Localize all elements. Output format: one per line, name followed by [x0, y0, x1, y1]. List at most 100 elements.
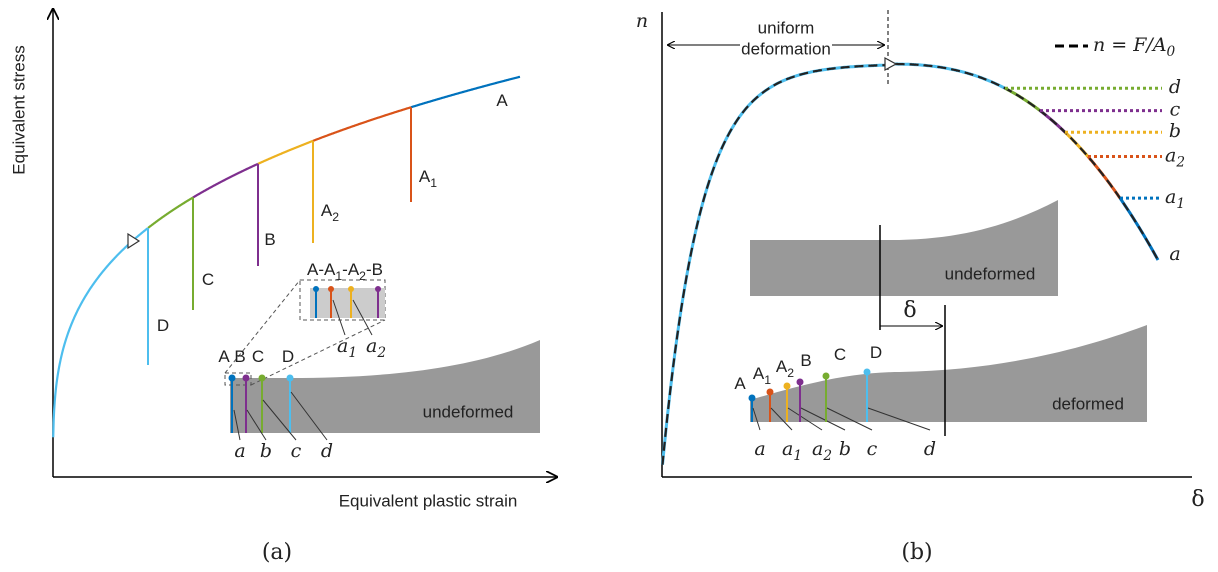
leader: [352, 299, 373, 336]
curve-label: c: [1170, 99, 1181, 121]
label-part: D: [282, 347, 294, 366]
label-part: -A: [342, 260, 360, 279]
section-label: b: [839, 438, 851, 460]
zoom-line: [250, 319, 386, 386]
pin: [796, 378, 804, 386]
section-label: c: [867, 438, 878, 460]
curve-label: C: [202, 270, 214, 289]
pin: [348, 286, 354, 292]
inset-label: a1: [337, 335, 357, 361]
label-part: b: [839, 438, 851, 460]
label-part: A: [496, 91, 508, 110]
subscript: 2: [332, 210, 339, 224]
subscript: 2: [822, 448, 832, 464]
label-part: a: [1169, 243, 1180, 265]
label-part: a: [337, 335, 348, 357]
label-part: a: [1165, 186, 1176, 208]
pin: [328, 286, 334, 292]
label-part: d: [924, 438, 936, 460]
label-part: A: [734, 374, 746, 393]
curve: [52, 227, 149, 438]
label-part: A: [419, 167, 431, 186]
pin: [313, 286, 319, 292]
pin: [783, 382, 791, 390]
label-part: B: [234, 347, 245, 366]
curve: [192, 162, 259, 199]
pin: [286, 374, 294, 382]
leader: [800, 407, 846, 431]
annotation: deformation: [741, 39, 831, 58]
section-label: D: [870, 343, 882, 362]
leader: [246, 409, 267, 441]
section-label: a1: [782, 438, 802, 464]
subscript: 1: [430, 176, 437, 190]
section-label: C: [834, 345, 846, 364]
label-part: c: [867, 438, 878, 460]
nominal-curve: [661, 62, 1159, 465]
curve: [312, 106, 412, 142]
specimen: [230, 340, 540, 433]
leader: [262, 399, 297, 441]
curve-label: B: [264, 230, 275, 249]
section-label: a: [234, 440, 245, 462]
label-part: a: [1165, 145, 1176, 167]
label-part: b: [1169, 120, 1181, 142]
curve-label: b: [1169, 120, 1181, 142]
label-part: a: [234, 440, 245, 462]
subscript: 1: [793, 448, 802, 464]
zoom-box: [224, 372, 252, 386]
section-label: B: [800, 351, 811, 370]
leader: [752, 407, 761, 431]
curve-label: a1: [1165, 186, 1185, 212]
leader: [867, 407, 931, 431]
pin: [822, 372, 830, 380]
subscript: 2: [1175, 154, 1185, 170]
label-part: B: [800, 351, 811, 370]
curve-label: a2: [1165, 145, 1185, 171]
pin: [748, 394, 756, 402]
legend-label: n = F/A0: [1093, 34, 1176, 60]
section-label: d: [321, 440, 333, 462]
label-part: D: [870, 343, 882, 362]
y-axis-label: Equivalent stress: [9, 45, 28, 174]
label-part: A: [218, 347, 230, 366]
curve-label: a: [1169, 243, 1180, 265]
elongation-label: δ: [903, 298, 916, 323]
deformed-label: deformed: [1052, 394, 1124, 413]
label-part: C: [834, 345, 846, 364]
label-part: d: [321, 440, 333, 462]
zoom-line: [224, 279, 301, 374]
label-part: d: [1169, 76, 1181, 98]
pin: [258, 374, 266, 382]
inset-specimen: [310, 288, 385, 318]
undeformed-label: undeformed: [945, 264, 1036, 283]
section-label: B: [234, 347, 245, 366]
leader: [787, 407, 823, 431]
label-part: A: [321, 201, 333, 220]
curve: [410, 75, 521, 109]
subscript: 1: [348, 345, 357, 361]
section-label: A2: [776, 357, 794, 380]
marker: [884, 56, 898, 72]
subscript: 2: [787, 366, 794, 380]
label-part: A: [753, 364, 765, 383]
leader: [290, 391, 328, 441]
annotation: uniform: [758, 18, 815, 37]
label-part: b: [260, 440, 272, 462]
subscript: 1: [1176, 196, 1185, 212]
pin: [375, 286, 381, 292]
section-label: C: [252, 347, 264, 366]
label-part: a: [754, 438, 765, 460]
label-part: c: [1170, 99, 1181, 121]
label-bg: [740, 20, 832, 64]
pin: [242, 374, 250, 382]
deformed-specimen: [750, 325, 1147, 422]
leader: [233, 409, 241, 441]
label-part: -B: [366, 260, 383, 279]
label-part: D: [157, 316, 169, 335]
caption: (a): [262, 540, 292, 565]
label-part: a: [366, 335, 377, 357]
label-part: A-A: [307, 260, 336, 279]
pin: [228, 374, 236, 382]
